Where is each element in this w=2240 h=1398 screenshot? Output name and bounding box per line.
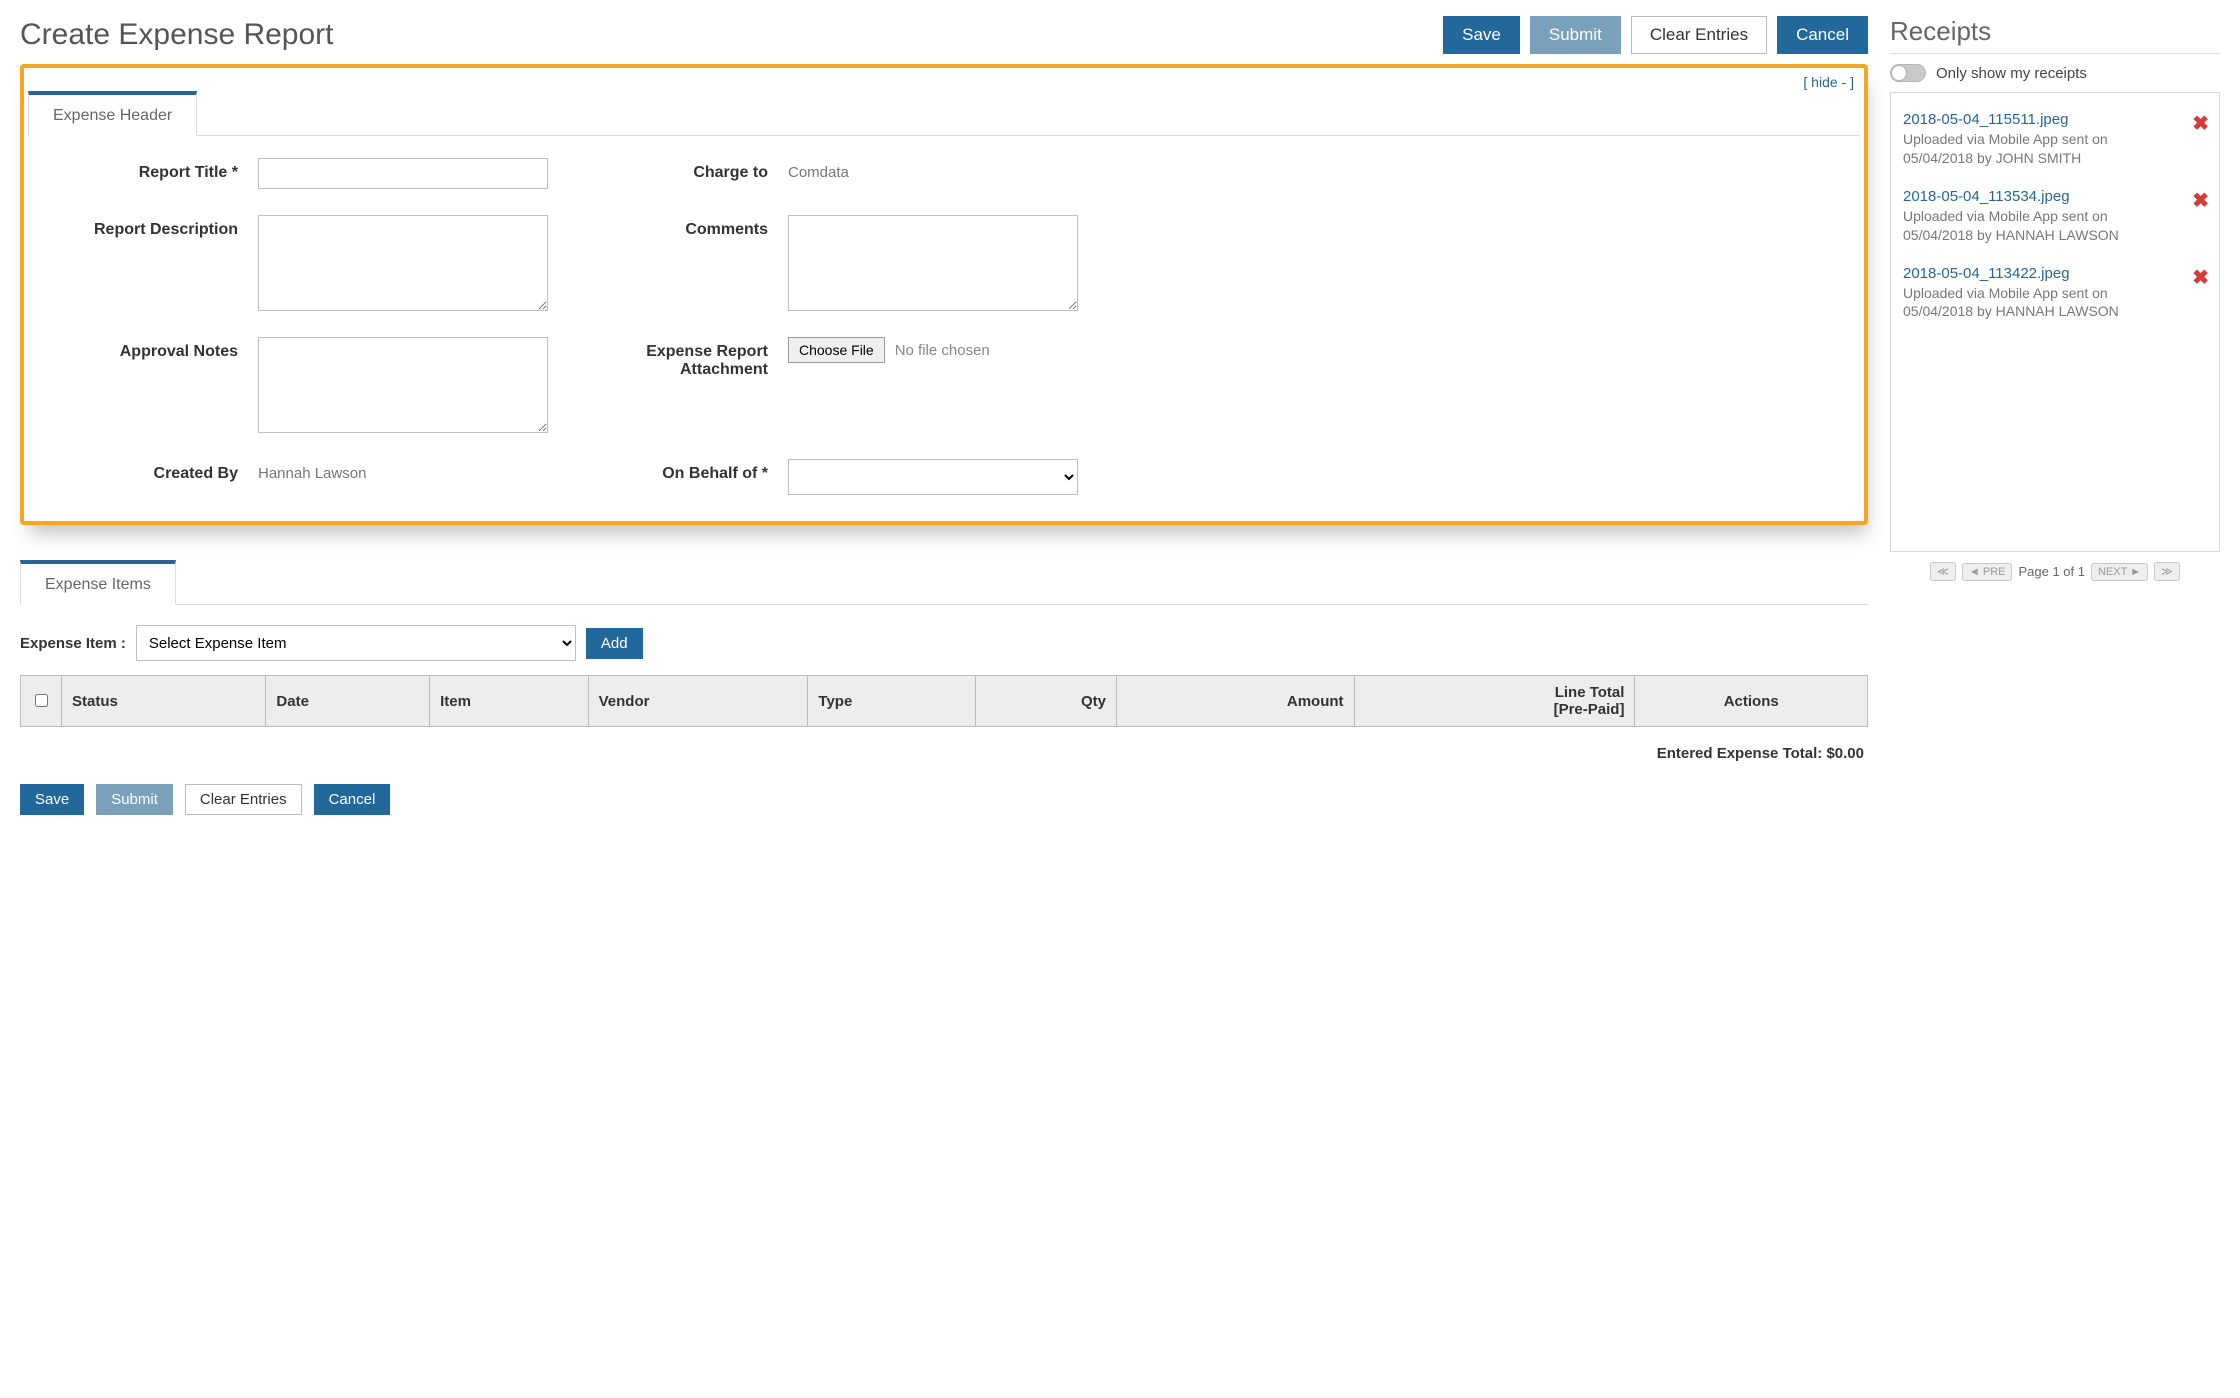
- receipt-item: 2018-05-04_115511.jpeg Uploaded via Mobi…: [1901, 101, 2209, 178]
- receipt-meta: Uploaded via Mobile App sent on 05/04/20…: [1903, 130, 2181, 168]
- col-status: Status: [62, 676, 266, 727]
- expense-items-table: Status Date Item Vendor Type Qty Amount …: [20, 675, 1868, 727]
- submit-button-bottom[interactable]: Submit: [96, 784, 173, 815]
- entered-total-label: Entered Expense Total:: [1657, 745, 1823, 762]
- hide-toggle-link[interactable]: [ hide - ]: [1803, 74, 1854, 90]
- delete-receipt-icon[interactable]: ✖: [2192, 265, 2209, 290]
- receipt-link[interactable]: 2018-05-04_113534.jpeg: [1903, 188, 2181, 205]
- col-qty: Qty: [976, 676, 1117, 727]
- save-button[interactable]: Save: [1443, 16, 1520, 54]
- entered-total-value: $0.00: [1826, 745, 1864, 762]
- choose-file-button[interactable]: Choose File: [788, 337, 885, 363]
- receipt-item: 2018-05-04_113534.jpeg Uploaded via Mobi…: [1901, 178, 2209, 255]
- approval-notes-input[interactable]: [258, 337, 548, 433]
- receipt-meta: Uploaded via Mobile App sent on 05/04/20…: [1903, 207, 2181, 245]
- file-status-text: No file chosen: [895, 342, 990, 359]
- on-behalf-select[interactable]: [788, 459, 1078, 495]
- only-my-receipts-label: Only show my receipts: [1936, 65, 2087, 82]
- col-item: Item: [430, 676, 589, 727]
- report-description-input[interactable]: [258, 215, 548, 311]
- created-by-value: Hannah Lawson: [258, 459, 548, 482]
- pager-prev-button[interactable]: ◄ PRE: [1962, 563, 2013, 581]
- receipt-link[interactable]: 2018-05-04_115511.jpeg: [1903, 111, 2181, 128]
- top-action-bar: Save Submit Clear Entries Cancel: [1443, 16, 1868, 54]
- receipts-list: 2018-05-04_115511.jpeg Uploaded via Mobi…: [1890, 92, 2220, 552]
- expense-item-select[interactable]: Select Expense Item: [136, 625, 576, 661]
- add-item-button[interactable]: Add: [586, 628, 643, 659]
- submit-button[interactable]: Submit: [1530, 16, 1621, 54]
- clear-button-bottom[interactable]: Clear Entries: [185, 784, 302, 815]
- label-expense-item: Expense Item :: [20, 635, 126, 652]
- charge-to-value: Comdata: [788, 158, 1078, 181]
- label-attachment: Expense Report Attachment: [568, 337, 768, 379]
- page-title: Create Expense Report: [20, 18, 334, 52]
- tab-expense-items[interactable]: Expense Items: [20, 560, 176, 605]
- select-all-checkbox[interactable]: [35, 694, 48, 707]
- pager-last-icon[interactable]: ≫: [2154, 562, 2180, 581]
- pager-status: Page 1 of 1: [2018, 564, 2085, 579]
- label-report-description: Report Description: [38, 215, 238, 239]
- comments-input[interactable]: [788, 215, 1078, 311]
- label-comments: Comments: [568, 215, 768, 239]
- only-my-receipts-toggle[interactable]: [1890, 64, 1926, 82]
- receipts-pager: ≪ ◄ PRE Page 1 of 1 NEXT ► ≫: [1890, 562, 2220, 581]
- receipt-meta: Uploaded via Mobile App sent on 05/04/20…: [1903, 284, 2181, 322]
- save-button-bottom[interactable]: Save: [20, 784, 84, 815]
- bottom-action-bar: Save Submit Clear Entries Cancel: [20, 784, 1868, 815]
- receipt-item: 2018-05-04_113422.jpeg Uploaded via Mobi…: [1901, 255, 2209, 332]
- delete-receipt-icon[interactable]: ✖: [2192, 111, 2209, 136]
- receipts-heading: Receipts: [1890, 16, 2220, 47]
- receipt-link[interactable]: 2018-05-04_113422.jpeg: [1903, 265, 2181, 282]
- pager-first-icon[interactable]: ≪: [1930, 562, 1956, 581]
- label-report-title: Report Title *: [38, 158, 238, 182]
- tab-expense-header[interactable]: Expense Header: [28, 91, 197, 136]
- cancel-button-bottom[interactable]: Cancel: [314, 784, 391, 815]
- label-on-behalf: On Behalf of *: [568, 459, 768, 483]
- col-date: Date: [266, 676, 430, 727]
- col-linetotal: Line Total [Pre-Paid]: [1354, 676, 1635, 727]
- col-type: Type: [808, 676, 976, 727]
- delete-receipt-icon[interactable]: ✖: [2192, 188, 2209, 213]
- expense-header-card: [ hide - ] Expense Header Report Title *…: [20, 64, 1868, 525]
- label-approval-notes: Approval Notes: [38, 337, 238, 361]
- col-vendor: Vendor: [588, 676, 808, 727]
- pager-next-button[interactable]: NEXT ►: [2091, 563, 2148, 581]
- col-amount: Amount: [1117, 676, 1354, 727]
- col-actions: Actions: [1635, 676, 1868, 727]
- clear-button[interactable]: Clear Entries: [1631, 16, 1767, 54]
- report-title-input[interactable]: [258, 158, 548, 189]
- label-created-by: Created By: [38, 459, 238, 483]
- cancel-button[interactable]: Cancel: [1777, 16, 1868, 54]
- label-charge-to: Charge to: [568, 158, 768, 182]
